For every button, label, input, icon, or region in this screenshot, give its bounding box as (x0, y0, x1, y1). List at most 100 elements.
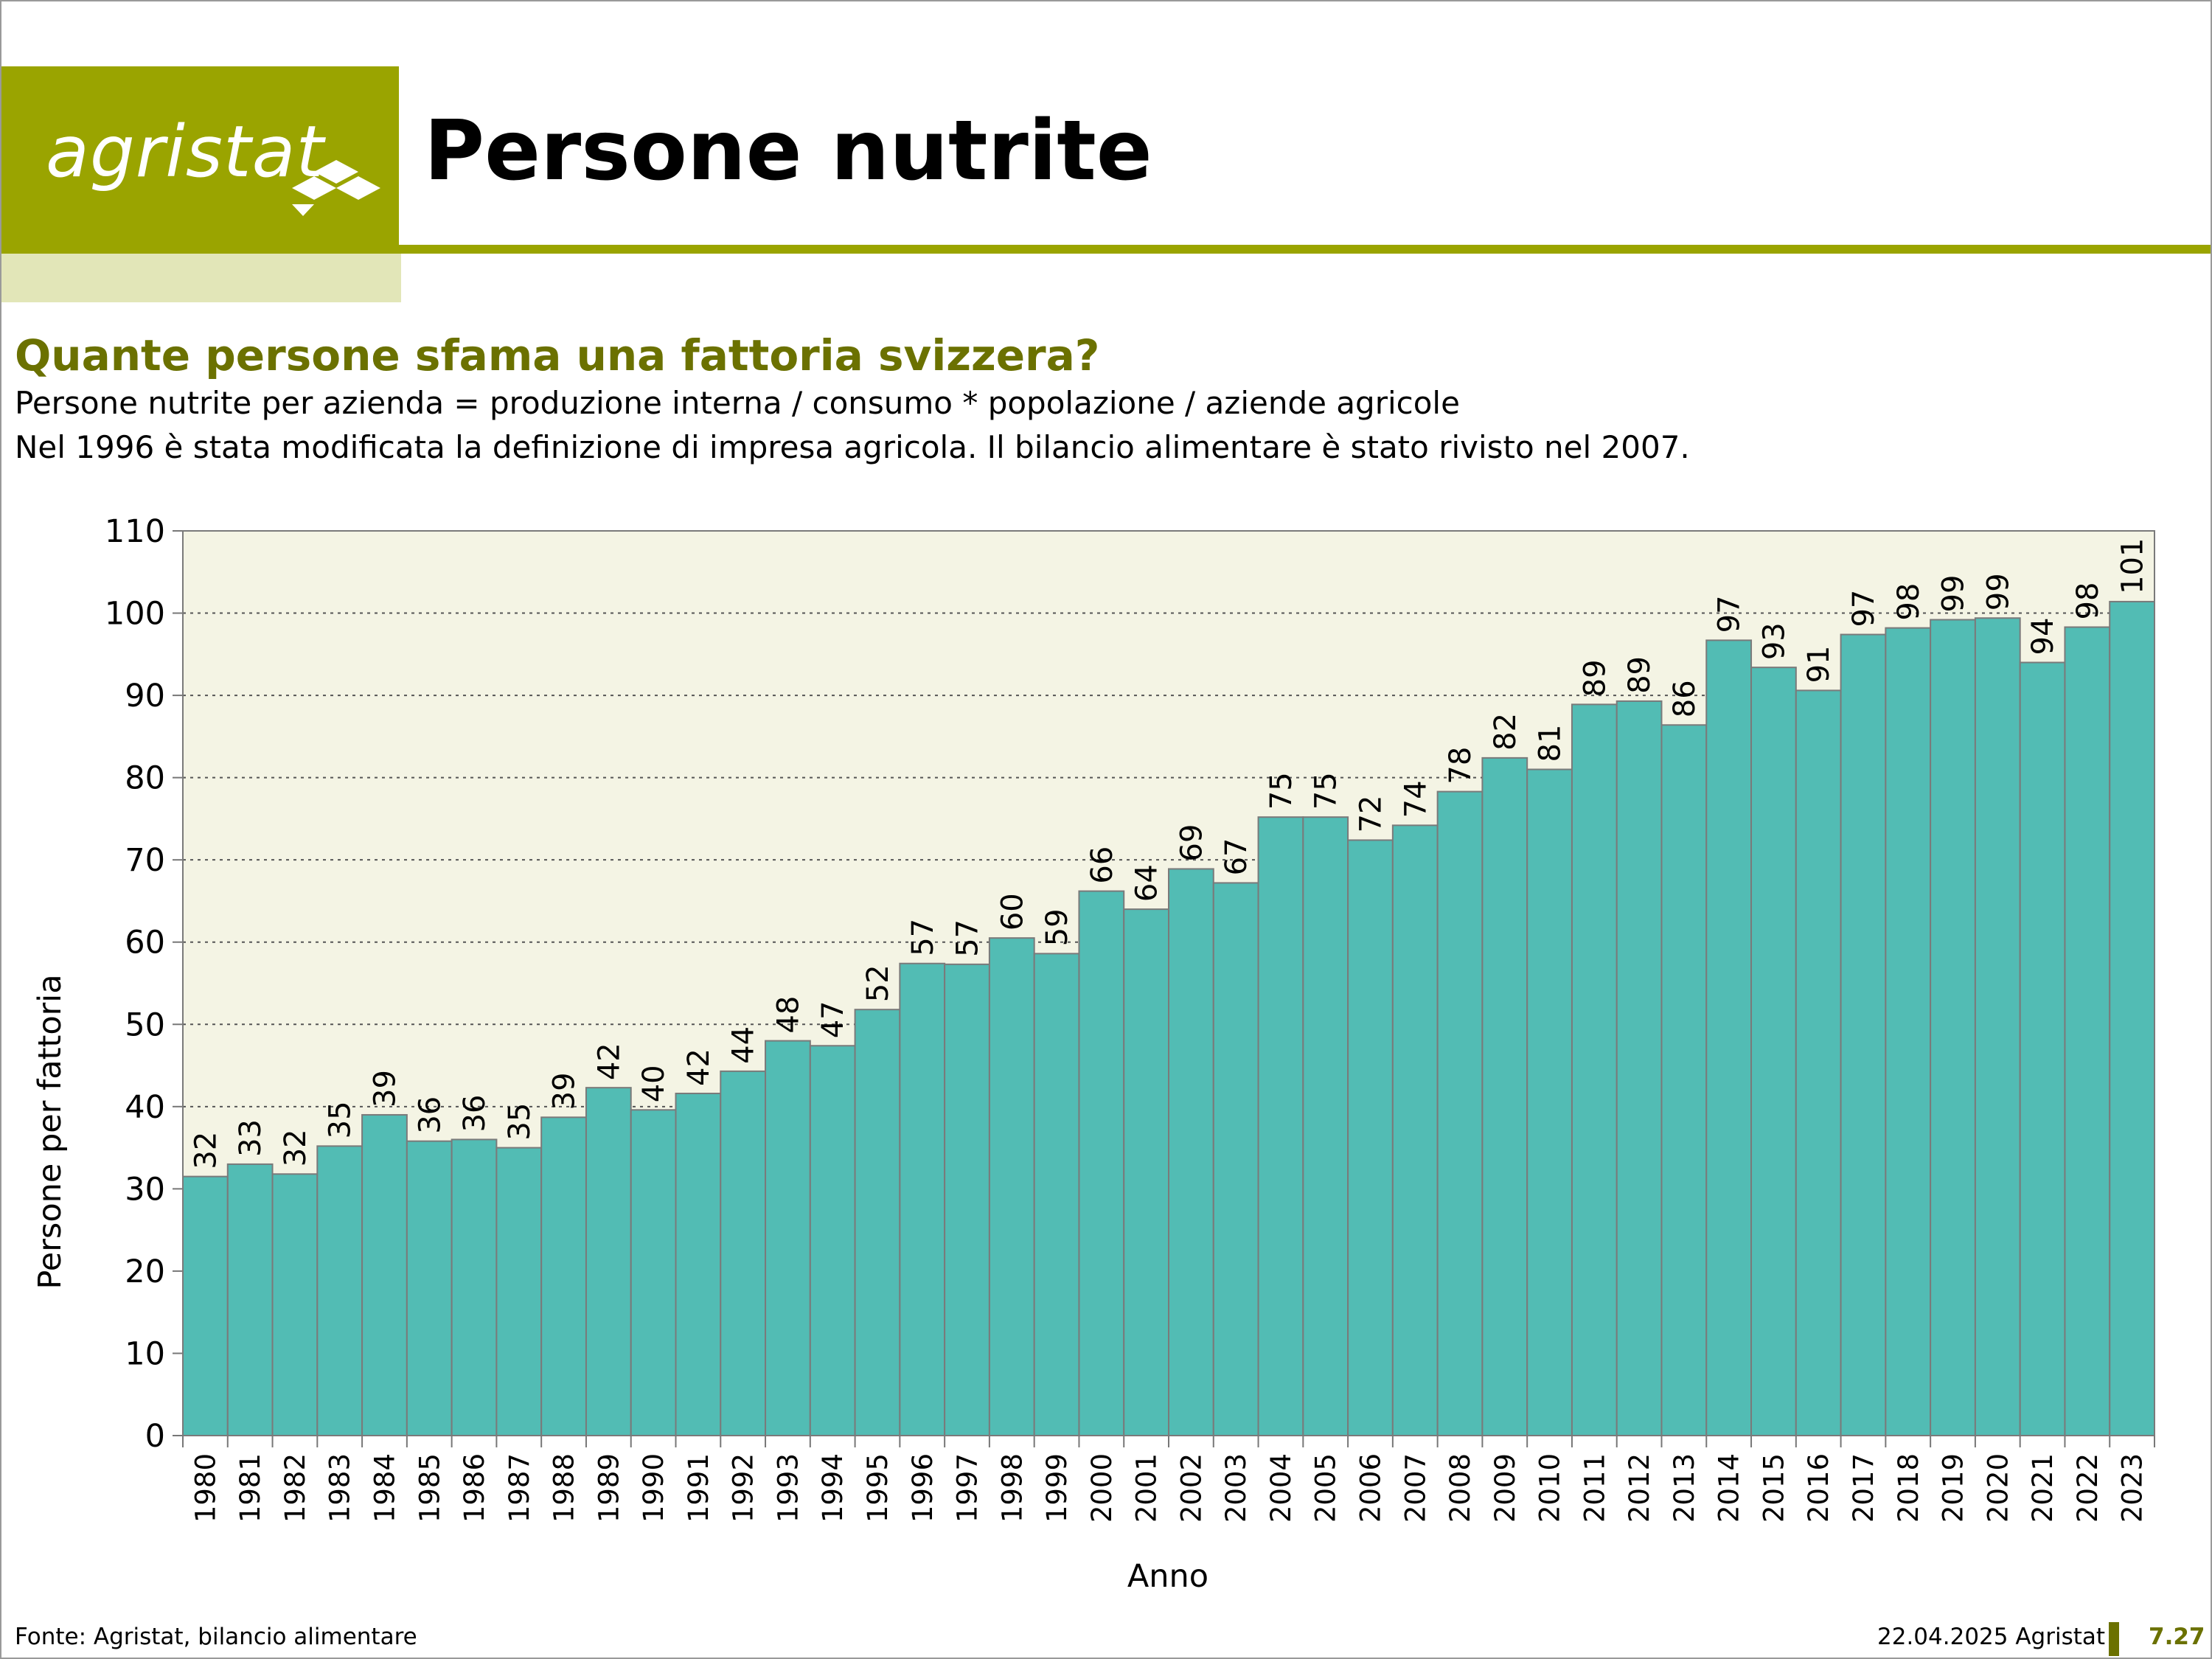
x-tick-label: 2008 (1444, 1453, 1476, 1523)
description-line-2: Nel 1996 è stata modificata la definizio… (15, 429, 1690, 465)
bar-1986 (451, 1138, 498, 1436)
x-tick-label: 1999 (1041, 1453, 1073, 1523)
logo-diamonds-icon (292, 160, 380, 216)
data-label: 91 (1802, 645, 1836, 683)
data-label: 42 (592, 1043, 626, 1080)
x-tick-label: 2010 (1534, 1453, 1566, 1523)
bar-1980 (182, 1175, 229, 1437)
bar-2003 (1212, 882, 1259, 1436)
y-tick-label: 90 (125, 678, 165, 714)
bar-2008 (1436, 790, 1484, 1436)
x-tick-label: 1998 (996, 1453, 1028, 1523)
bar-1982 (271, 1173, 319, 1436)
data-label: 98 (1892, 583, 1926, 621)
y-tick-label: 30 (125, 1171, 165, 1208)
x-tick-label: 2000 (1086, 1453, 1118, 1523)
bar-2012 (1615, 700, 1663, 1436)
bar-1996 (899, 962, 946, 1436)
data-label: 86 (1668, 680, 1702, 717)
x-tick-label: 1982 (279, 1453, 311, 1523)
bar-1992 (720, 1070, 767, 1436)
bar-1988 (540, 1116, 587, 1436)
data-label: 42 (682, 1048, 716, 1086)
bar-2001 (1123, 908, 1170, 1436)
x-axis-label: Anno (1127, 1558, 1208, 1595)
data-label: 57 (906, 919, 940, 956)
bar-chart: 0 10 20 30 40 50 60 70 80 90 100 110 1980 1981 1982 198… (32, 513, 2156, 1595)
x-tick-label: 2020 (1982, 1453, 2014, 1523)
x-tick-label: 2019 (1938, 1453, 1969, 1523)
footer-divider (2109, 1622, 2119, 1656)
y-axis-label: Persone per fattoria (32, 974, 69, 1289)
x-tick-label: 2018 (1893, 1453, 1924, 1523)
data-label: 99 (1981, 573, 2015, 611)
x-tick-label: 1981 (234, 1453, 266, 1523)
data-label: 81 (1534, 725, 1568, 762)
header-rule (399, 245, 2211, 254)
data-label: 36 (413, 1096, 447, 1134)
x-tick-label: 2015 (1758, 1453, 1790, 1523)
x-tick-label: 2021 (2027, 1453, 2059, 1523)
data-label: 48 (771, 996, 805, 1034)
bar-1981 (226, 1163, 274, 1437)
y-tick-label: 80 (125, 760, 165, 797)
data-label: 36 (458, 1095, 492, 1133)
x-tick-label: 1993 (772, 1453, 804, 1523)
x-tick-label: 2001 (1131, 1453, 1163, 1523)
bar-2007 (1391, 824, 1439, 1437)
x-tick-label: 2005 (1310, 1453, 1342, 1523)
data-label: 82 (1489, 713, 1523, 751)
data-label: 97 (1847, 590, 1881, 627)
y-tick-label: 60 (125, 925, 165, 961)
data-label: 99 (1937, 575, 1971, 613)
data-label: 40 (637, 1065, 671, 1102)
x-tick-label: 1983 (324, 1453, 356, 1523)
data-label: 93 (1757, 622, 1791, 660)
data-label: 39 (548, 1072, 582, 1110)
x-tick-label: 1989 (593, 1453, 625, 1523)
bar-1995 (854, 1009, 901, 1436)
data-label: 32 (189, 1132, 223, 1169)
x-tick-label: 2007 (1399, 1453, 1431, 1523)
bar-2010 (1526, 768, 1573, 1436)
footer-source: Fonte: Agristat, bilancio alimentare (15, 1624, 417, 1650)
y-tick-label: 0 (145, 1418, 165, 1455)
bar-2015 (1750, 667, 1797, 1437)
data-label: 60 (995, 893, 1029, 931)
x-tick-label: 1990 (638, 1453, 669, 1523)
bar-2019 (1930, 619, 1976, 1436)
data-label: 64 (1130, 864, 1164, 902)
y-tick-label: 70 (125, 842, 165, 879)
bar-2022 (2064, 626, 2111, 1436)
bar-2009 (1481, 757, 1528, 1436)
bar-2005 (1302, 816, 1349, 1437)
data-label: 66 (1085, 846, 1119, 884)
bar-2004 (1257, 816, 1304, 1437)
x-tick-label: 2016 (1803, 1453, 1834, 1523)
bar-2020 (1974, 617, 2021, 1437)
y-tick-label: 110 (105, 513, 165, 550)
x-tick-label: 1985 (414, 1453, 445, 1523)
bar-2016 (1795, 689, 1842, 1436)
data-label: 101 (2116, 538, 2150, 594)
page-title: Persone nutrite (424, 103, 1152, 199)
data-label: 94 (2026, 618, 2060, 655)
bar-2014 (1705, 639, 1753, 1436)
data-label: 75 (1310, 772, 1343, 810)
bar-1993 (765, 1040, 811, 1436)
data-label: 89 (1623, 656, 1657, 694)
data-label: 75 (1265, 772, 1298, 810)
data-label: 33 (234, 1119, 268, 1157)
y-tick-label: 10 (125, 1335, 165, 1372)
x-tick-label: 1991 (683, 1453, 714, 1523)
description-line-1: Persone nutrite per azienda = produzione… (15, 385, 1460, 421)
data-label: 59 (1040, 908, 1074, 946)
x-tick-label: 2013 (1669, 1453, 1700, 1523)
data-label: 39 (368, 1070, 402, 1107)
data-label: 74 (1399, 780, 1433, 818)
bar-1987 (495, 1147, 543, 1436)
bar-1989 (585, 1087, 632, 1436)
y-tick-label: 40 (125, 1089, 165, 1126)
x-tick-label: 2017 (1848, 1453, 1879, 1523)
